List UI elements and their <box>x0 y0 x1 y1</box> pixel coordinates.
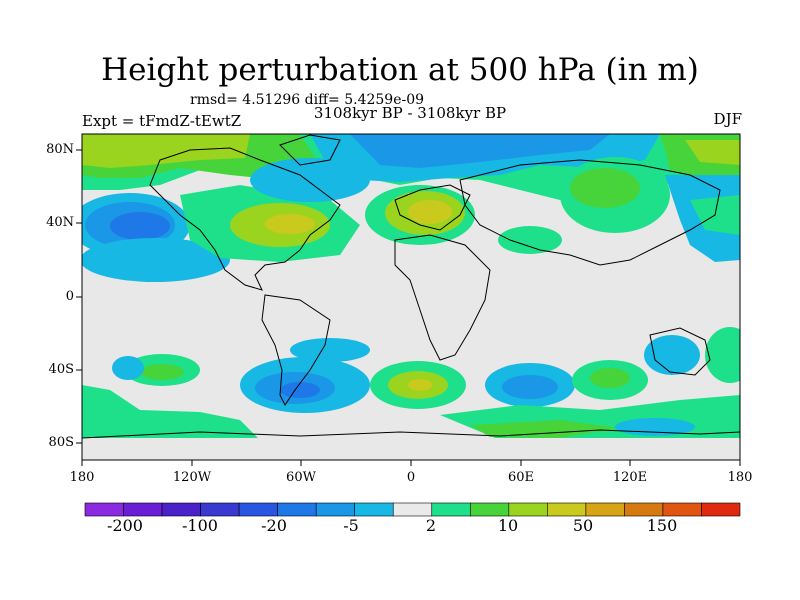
colorbar-swatch <box>701 502 741 517</box>
contour-band <box>290 338 370 362</box>
coastline-north-america <box>149 147 341 291</box>
axis-ticks <box>76 149 741 466</box>
coastline-greenland <box>279 134 341 166</box>
lon-tick-label: 120E <box>612 470 648 485</box>
lon-tick-label: 180 <box>69 470 95 485</box>
contour-band <box>82 438 740 460</box>
colorbar-swatch <box>84 502 124 517</box>
colorbar-swatch <box>200 502 240 517</box>
colorbar-swatch <box>277 502 317 517</box>
colorbar-label: -200 <box>107 516 143 535</box>
contour-band <box>250 158 370 202</box>
colorbar-swatch <box>547 502 587 517</box>
coastline-australia <box>649 327 711 376</box>
contour-band <box>408 200 452 224</box>
contour-band <box>502 375 558 399</box>
stats-line: rmsd= 4.51296 diff= 5.4259e-09 <box>190 92 425 108</box>
lon-tick-label: 60W <box>286 470 316 485</box>
colorbar-label: -20 <box>261 516 287 535</box>
contour-band <box>112 356 144 380</box>
lat-tick-label: 40N <box>46 215 74 230</box>
coastline-south-america <box>261 294 331 406</box>
colorbar-swatch <box>392 502 433 517</box>
contour-band <box>350 134 610 168</box>
season-label: DJF <box>713 110 742 128</box>
colorbar-label: 50 <box>572 516 594 535</box>
colorbar-label: -100 <box>182 516 218 535</box>
contour-field <box>82 134 740 460</box>
lat-tick-label: 80N <box>46 142 74 157</box>
colorbar-label: -5 <box>343 516 359 535</box>
colorbar-swatch <box>469 502 510 517</box>
contour-band <box>470 420 620 438</box>
colorbar-swatch <box>123 502 163 517</box>
contour-band <box>82 134 250 168</box>
contour-band <box>82 238 230 282</box>
colorbar-swatch <box>624 502 664 517</box>
lon-tick-label: 0 <box>406 470 416 485</box>
colorbar-swatch <box>238 502 278 517</box>
colorbar-label: 150 <box>646 516 678 535</box>
lat-tick-label: 80S <box>48 435 74 450</box>
contour-band <box>140 364 184 380</box>
contour-band <box>408 379 432 391</box>
lon-tick-label: 180 <box>727 470 753 485</box>
experiment-label: Expt = tFmdZ-tEwtZ <box>82 112 242 130</box>
coastline-africa <box>394 234 491 361</box>
contour-band <box>705 327 740 383</box>
colorbar-swatch <box>508 502 548 517</box>
coastline-europe <box>394 184 471 231</box>
coastlines <box>82 134 740 439</box>
map-title: Height perturbation at 500 hPa (in m) <box>101 52 699 88</box>
colorbar <box>84 502 741 517</box>
contour-band <box>685 140 740 165</box>
lon-tick-label: 120W <box>172 470 212 485</box>
coastline-antarctica <box>82 429 740 439</box>
lat-tick-label: 0 <box>65 289 74 304</box>
colorbar-swatch <box>585 502 625 517</box>
contour-band <box>498 226 562 254</box>
colorbar-swatch <box>161 502 201 517</box>
contour-band <box>280 382 320 398</box>
lat-tick-label: 40S <box>48 362 74 377</box>
colorbar-swatch <box>354 502 394 517</box>
colorbar-swatch <box>662 502 702 517</box>
contour-band <box>110 212 170 240</box>
colorbar-swatch <box>431 502 471 517</box>
contour-band <box>644 335 700 375</box>
contour-band <box>590 368 630 388</box>
lon-tick-label: 60E <box>507 470 535 485</box>
contour-band <box>82 385 260 440</box>
contour-band <box>570 168 640 208</box>
colorbar-label: 10 <box>497 516 519 535</box>
coastline-asia <box>459 159 721 266</box>
colorbar-label: 2 <box>425 516 437 535</box>
colorbar-swatch <box>315 502 356 517</box>
period-label: 3108kyr BP - 3108kyr BP <box>313 104 507 122</box>
contour-band <box>265 214 315 234</box>
